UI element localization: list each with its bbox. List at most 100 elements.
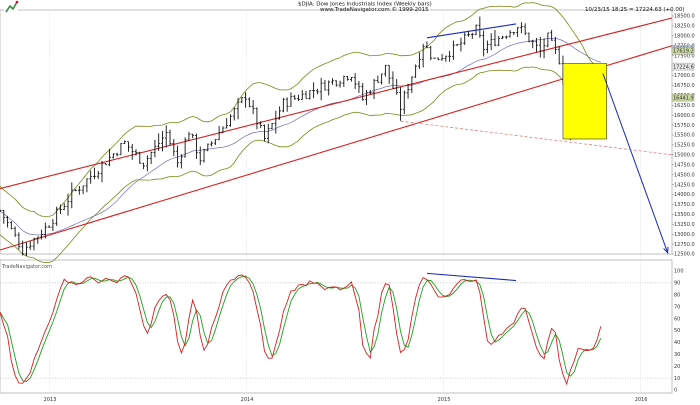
price-bar — [365, 89, 368, 106]
price-bar — [142, 162, 145, 170]
price-bar — [40, 229, 43, 240]
price-bar — [270, 123, 274, 130]
price-bar — [127, 141, 130, 152]
date-tick-label: 2016 — [635, 397, 648, 403]
price-bar — [293, 94, 297, 100]
price-bar — [463, 32, 467, 45]
price-bar — [429, 45, 433, 61]
price-bar — [297, 94, 300, 101]
price-bar — [448, 50, 452, 62]
price-bar — [504, 35, 508, 39]
site-logo — [4, 0, 19, 14]
price-tick-label: 13250.0 — [674, 222, 695, 228]
price-bar — [217, 126, 221, 141]
price-bar — [2, 209, 6, 224]
price-bar — [523, 23, 527, 36]
price-bar — [535, 38, 538, 53]
price-badge-label: 16441.9 — [673, 95, 694, 101]
price-bar — [47, 225, 51, 228]
price-bar — [501, 35, 504, 40]
price-bar — [455, 43, 459, 46]
price-bar — [263, 124, 266, 142]
date-tick-label: 2013 — [44, 397, 57, 403]
price-bar — [187, 131, 191, 141]
osc-tick-label: 10 — [674, 376, 680, 382]
date-tick-label: 2014 — [241, 397, 254, 403]
price-bar — [414, 64, 418, 78]
price-bar — [0, 209, 2, 213]
price-bar — [195, 133, 198, 160]
price-bar — [421, 43, 425, 68]
price-bar — [342, 75, 346, 87]
price-bar — [176, 145, 179, 168]
stoch-k-line — [0, 274, 602, 386]
price-bar — [486, 40, 489, 54]
price-bar — [6, 215, 9, 228]
price-bar — [550, 29, 554, 41]
stochastic-lines — [0, 272, 602, 386]
price-bar — [149, 151, 153, 165]
price-badge-label: 17224.6 — [673, 64, 694, 70]
price-bar — [138, 151, 142, 164]
price-bar — [542, 38, 546, 59]
price-bar — [81, 185, 85, 195]
price-bar — [372, 78, 376, 100]
price-bar — [433, 57, 436, 59]
price-bar — [130, 144, 134, 160]
price-bar — [62, 203, 66, 211]
lower-channel-line — [0, 45, 673, 251]
price-bar — [278, 106, 281, 120]
channel-lines — [0, 17, 673, 251]
stoch-d-line — [0, 275, 602, 383]
price-bar — [274, 110, 278, 134]
osc-tick-label: 30 — [674, 352, 680, 358]
price-bar — [251, 100, 255, 115]
osc-tick-label: 70 — [674, 304, 680, 310]
price-bar — [444, 55, 448, 62]
price-bar — [13, 226, 17, 237]
price-bar — [451, 40, 455, 60]
price-bar — [89, 170, 93, 184]
chart-title: $DJIA: Dow Jones Industrials Index (Week… — [298, 2, 432, 8]
price-bar — [554, 36, 557, 54]
price-bar — [213, 138, 217, 146]
price-bar — [482, 30, 486, 57]
osc-tick-label: 90 — [674, 281, 680, 287]
price-bar — [123, 140, 127, 145]
price-bar — [229, 114, 232, 127]
price-bar — [512, 32, 516, 36]
price-tick-label: 15000.0 — [674, 153, 695, 159]
projection-arrow-line — [602, 73, 669, 253]
price-bar — [206, 143, 210, 152]
price-tick-label: 18000.0 — [674, 34, 695, 40]
price-bar — [161, 131, 164, 152]
price-bar — [489, 33, 493, 51]
projection-arrow-head — [663, 246, 669, 255]
price-tick-label: 15750.0 — [674, 123, 695, 129]
price-bar — [357, 81, 361, 93]
price-bar — [406, 83, 410, 99]
price-bar — [104, 162, 108, 166]
osc-tick-label: 40 — [674, 340, 680, 346]
price-bar — [327, 80, 331, 96]
price-tick-label: 17000.0 — [674, 73, 695, 79]
price-bar — [28, 241, 32, 250]
price-bar — [285, 97, 289, 112]
price-bar — [232, 107, 236, 121]
price-bar — [66, 193, 70, 216]
quote-line: 10/23/15 18:25 = 17224.63 (+0.00) — [585, 7, 685, 13]
envelope-lines — [0, 2, 601, 263]
price-bar — [459, 37, 463, 52]
price-bar — [9, 221, 13, 230]
price-bar — [417, 52, 421, 69]
price-bar — [134, 149, 138, 156]
price-bar — [119, 143, 123, 156]
price-bar — [210, 141, 213, 147]
price-tick-label: 18500.0 — [674, 14, 695, 20]
price-bar — [493, 29, 497, 47]
price-tick-label: 14500.0 — [674, 172, 695, 178]
price-bar — [259, 121, 263, 129]
price-bar — [516, 27, 520, 38]
price-bar — [546, 32, 550, 48]
